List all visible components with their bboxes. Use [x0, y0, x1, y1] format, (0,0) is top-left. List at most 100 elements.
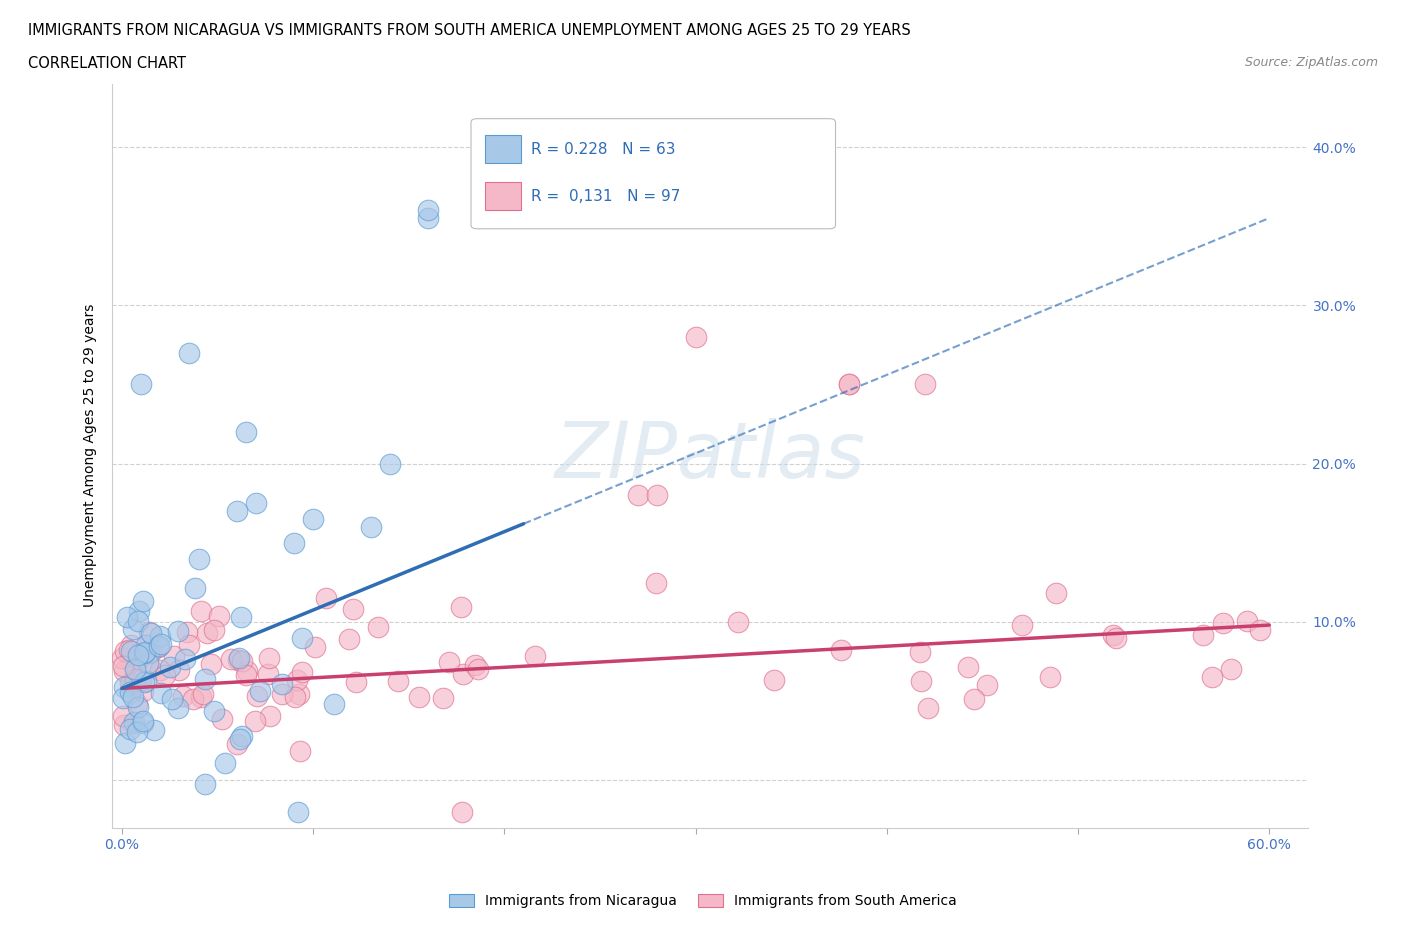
Point [172, 689, 194, 704]
Point [134, 674, 156, 689]
Point [645, 576, 668, 591]
Point [285, 672, 308, 687]
Point [138, 645, 160, 660]
Point [1212, 616, 1234, 631]
Point [139, 661, 162, 676]
Text: IMMIGRANTS FROM NICARAGUA VS IMMIGRANTS FROM SOUTH AMERICA UNEMPLOYMENT AMONG AG: IMMIGRANTS FROM NICARAGUA VS IMMIGRANTS … [28, 23, 911, 38]
Point [257, 650, 280, 665]
Point [129, 672, 152, 687]
Point [122, 690, 145, 705]
Point [416, 211, 439, 226]
Point [134, 644, 156, 659]
Point [120, 637, 142, 652]
Point [344, 675, 367, 690]
Point [190, 604, 212, 618]
Point [120, 654, 142, 669]
Point [302, 512, 325, 526]
Point [163, 648, 186, 663]
Point [177, 345, 200, 360]
Point [112, 709, 135, 724]
Point [229, 610, 252, 625]
Point [283, 536, 305, 551]
Point [159, 659, 181, 674]
Point [910, 673, 932, 688]
Point [322, 697, 344, 711]
Point [1236, 614, 1258, 629]
Point [236, 664, 259, 679]
Point [245, 496, 267, 511]
Point [149, 662, 172, 677]
Point [228, 731, 250, 746]
Point [127, 647, 149, 662]
Point [118, 684, 141, 699]
Point [367, 619, 389, 634]
Point [122, 714, 145, 729]
Point [214, 756, 236, 771]
Point [917, 700, 939, 715]
Point [167, 623, 190, 638]
FancyBboxPatch shape [485, 135, 522, 164]
Point [259, 709, 281, 724]
Point [908, 644, 931, 659]
Point [685, 329, 707, 344]
Point [187, 551, 209, 566]
Point [120, 644, 142, 658]
Text: R =  0,131   N = 97: R = 0,131 N = 97 [531, 189, 681, 204]
Point [963, 692, 986, 707]
Point [135, 674, 157, 689]
Point [231, 653, 253, 668]
Point [627, 488, 650, 503]
Point [976, 677, 998, 692]
Point [162, 692, 184, 707]
Point [1105, 631, 1128, 645]
Point [111, 651, 134, 666]
Point [195, 625, 218, 640]
Point [179, 638, 201, 653]
Point [129, 377, 152, 392]
Point [149, 629, 172, 644]
Point [1249, 623, 1271, 638]
Point [128, 604, 150, 618]
Point [132, 594, 155, 609]
Point [647, 488, 669, 503]
Point [127, 699, 149, 714]
Point [202, 704, 225, 719]
Point [114, 644, 136, 658]
Point [387, 673, 409, 688]
Point [150, 685, 173, 700]
Point [1039, 670, 1062, 684]
Point [146, 640, 169, 655]
Point [271, 686, 294, 701]
Point [467, 662, 489, 677]
Point [124, 662, 146, 677]
Point [124, 671, 146, 686]
FancyBboxPatch shape [471, 119, 835, 229]
Point [149, 637, 172, 652]
Point [287, 686, 309, 701]
Point [125, 724, 148, 739]
Point [291, 665, 314, 680]
Point [120, 678, 142, 693]
Point [451, 667, 474, 682]
Point [173, 652, 195, 667]
Point [315, 591, 337, 605]
Point [763, 673, 786, 688]
Point [112, 663, 135, 678]
Point [1102, 628, 1125, 643]
Point [181, 692, 204, 707]
Point [136, 656, 159, 671]
Point [225, 737, 247, 751]
Point [191, 687, 214, 702]
Point [450, 599, 472, 614]
Point [1191, 628, 1213, 643]
Point [118, 675, 141, 690]
Point [287, 804, 309, 819]
Point [524, 649, 547, 664]
Point [1201, 670, 1223, 684]
Point [304, 640, 326, 655]
Point [141, 626, 163, 641]
Point [228, 653, 250, 668]
Point [111, 659, 134, 674]
Point [914, 377, 936, 392]
Point [167, 700, 190, 715]
